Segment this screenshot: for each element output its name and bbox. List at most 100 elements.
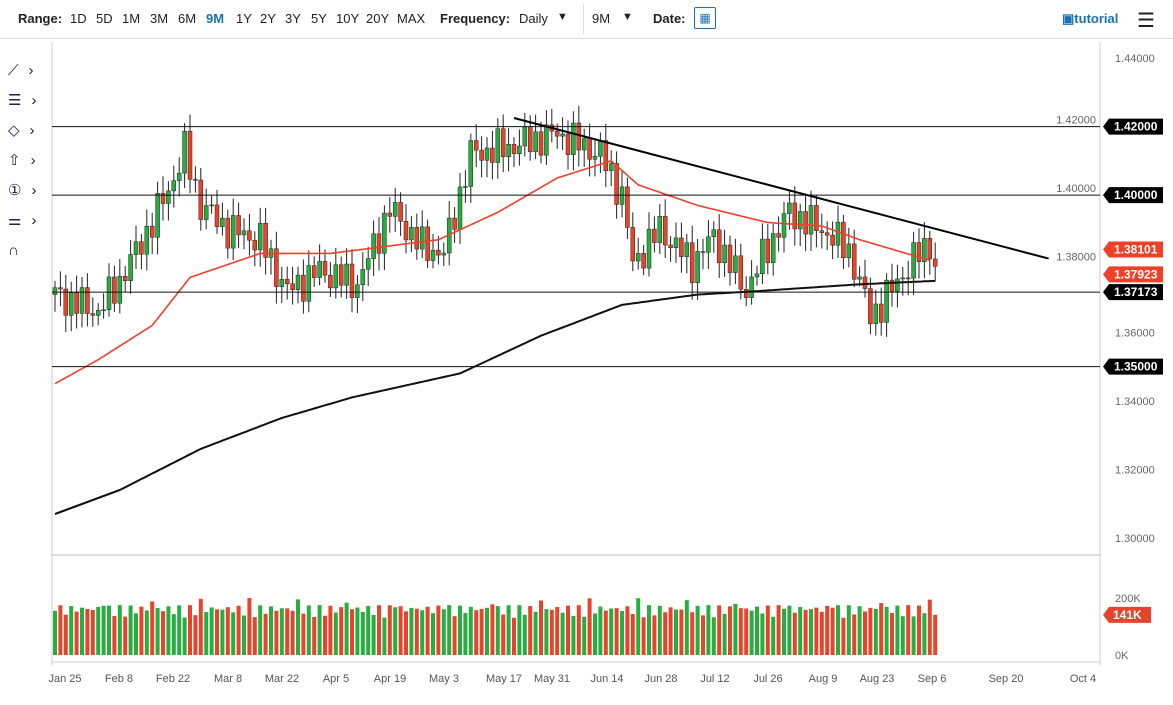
candle (700, 251, 706, 253)
range-20y[interactable]: 20Y (366, 11, 390, 26)
chevron-down-icon[interactable]: ▼ (557, 11, 568, 23)
range-10y[interactable]: 10Y (336, 11, 360, 26)
volume-bar (101, 605, 106, 655)
annotation-tool[interactable]: ① › (8, 175, 48, 205)
range-max[interactable]: MAX (397, 11, 426, 26)
volume-bar (69, 606, 74, 655)
volume-bar (879, 603, 884, 655)
candle (695, 251, 700, 284)
toolbar: Range: Frequency: Daily ▼ 9M ▼ Date: ▦ ▣… (0, 0, 1173, 39)
candle (884, 279, 889, 323)
volume-bar (933, 614, 938, 655)
level-tag (1103, 118, 1163, 135)
candle (203, 205, 209, 220)
candle (754, 273, 760, 278)
candle (787, 202, 792, 214)
volume-bar (333, 612, 338, 655)
range-1y[interactable]: 1Y (236, 11, 252, 26)
candle (419, 226, 425, 250)
volume-bar (382, 617, 387, 655)
volume-bar (873, 608, 878, 655)
calendar-icon[interactable]: ▦ (694, 7, 716, 29)
divider (583, 4, 584, 34)
candle (85, 287, 90, 314)
range-5y[interactable]: 5Y (311, 11, 327, 26)
candle (122, 276, 128, 282)
volume-bar (722, 613, 727, 655)
range-6m[interactable]: 6M (178, 11, 197, 26)
volume-bar (393, 607, 398, 655)
menu-icon[interactable]: ☰ (1137, 10, 1155, 32)
volume-bar (679, 609, 684, 655)
volume-bar (857, 606, 862, 655)
indicator-tool[interactable]: ⚌ › (8, 205, 48, 235)
volume-bar (652, 615, 657, 655)
candle (338, 264, 344, 286)
volume-bar (717, 605, 722, 655)
candle (128, 254, 133, 282)
volume-bar (263, 613, 268, 655)
range-3m[interactable]: 3M (150, 11, 169, 26)
candle (252, 239, 258, 251)
range-1m[interactable]: 1M (122, 11, 141, 26)
line-tool[interactable]: ⟋ › (8, 55, 48, 85)
candle (808, 205, 814, 235)
volume-bar (890, 613, 894, 655)
range-3y[interactable]: 3Y (285, 11, 301, 26)
volume-bar (404, 611, 408, 655)
candle (446, 217, 452, 254)
volume-bar (285, 608, 290, 655)
chevron-right-icon: › (30, 151, 36, 169)
shape-tool[interactable]: ◇ › (8, 115, 48, 145)
period-select[interactable]: 9M (592, 11, 611, 26)
volume-bar (782, 608, 786, 655)
candle (452, 217, 457, 230)
candle (635, 253, 641, 262)
ma200-line (54, 279, 936, 515)
candle (878, 303, 884, 323)
price-label: 1.38101 (1114, 243, 1158, 257)
chevron-down-icon[interactable]: ▼ (622, 11, 633, 23)
candle (392, 202, 398, 217)
tutorial-link[interactable]: ▣tutorial (1062, 11, 1118, 27)
candle (500, 128, 506, 158)
volume-bar (490, 604, 495, 655)
fib-tool[interactable]: ☰ › (8, 85, 48, 115)
frequency-label: Frequency: (440, 11, 511, 26)
magnet-tool[interactable]: ∩ (8, 235, 48, 265)
candle (581, 138, 587, 151)
ma50-line (54, 160, 931, 385)
candle (403, 220, 409, 241)
volume-bar (684, 600, 689, 655)
range-9m[interactable]: 9M (206, 11, 225, 26)
volume-bar (501, 614, 506, 655)
candle (803, 211, 808, 235)
candle (106, 276, 112, 310)
volume-bar (360, 611, 365, 655)
number-circle-icon: ① (8, 182, 22, 199)
volume-bar (323, 615, 327, 655)
chevron-right-icon: › (28, 61, 34, 79)
candle (187, 130, 193, 180)
arrow-tool[interactable]: ⇧ › (8, 145, 48, 175)
candle (673, 237, 679, 249)
range-2y[interactable]: 2Y (260, 11, 276, 26)
frequency-select[interactable]: Daily (519, 11, 548, 26)
volume-bar (198, 598, 203, 655)
volume-bar (755, 606, 759, 655)
candle (851, 243, 857, 280)
candle (52, 287, 58, 295)
volume-bar (668, 607, 673, 655)
y-tick-label: 1.36000 (1115, 327, 1155, 339)
volume-bar (906, 605, 911, 655)
candle (479, 149, 484, 161)
level-label: 1.40000 (1114, 188, 1158, 202)
range-1d[interactable]: 1D (70, 11, 87, 26)
range-5d[interactable]: 5D (96, 11, 113, 26)
volume-tick-label: 0K (1115, 650, 1129, 662)
candle (868, 288, 873, 324)
candle (797, 211, 803, 230)
volume-bar (339, 607, 344, 655)
volume-bar (204, 612, 209, 655)
volume-bar (900, 616, 905, 655)
